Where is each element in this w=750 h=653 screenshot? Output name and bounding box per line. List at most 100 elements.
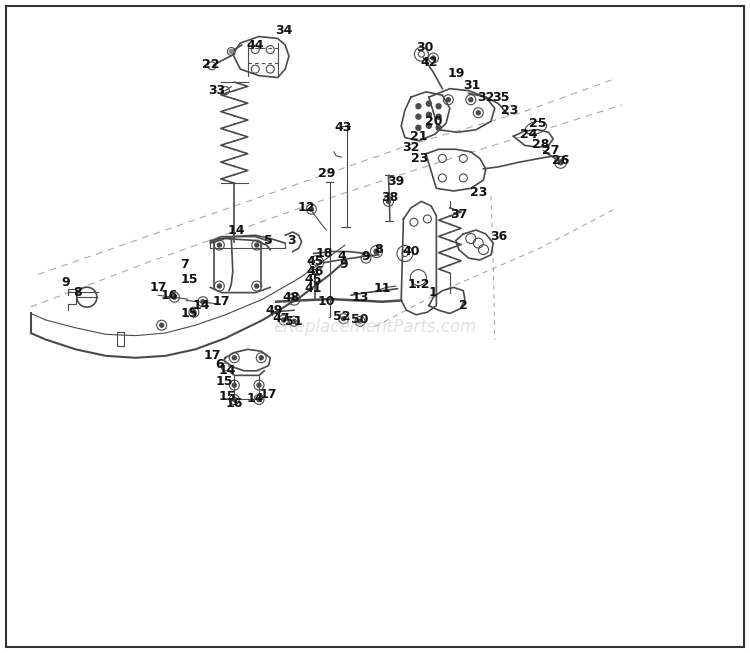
Text: 1:2: 1:2 xyxy=(407,278,430,291)
Circle shape xyxy=(386,199,391,203)
Text: eReplacementParts.com: eReplacementParts.com xyxy=(273,317,477,336)
Text: 5: 5 xyxy=(264,234,273,247)
Text: 23: 23 xyxy=(411,152,428,165)
Text: 18: 18 xyxy=(316,247,333,260)
Text: 21: 21 xyxy=(410,130,428,143)
Circle shape xyxy=(255,284,259,288)
Text: 17: 17 xyxy=(260,389,278,402)
Text: 40: 40 xyxy=(402,245,420,258)
Text: 52: 52 xyxy=(332,310,350,323)
Text: 46: 46 xyxy=(307,264,324,278)
Circle shape xyxy=(416,104,421,109)
Text: 23: 23 xyxy=(470,186,487,199)
Text: 17: 17 xyxy=(149,281,166,294)
Text: 35: 35 xyxy=(492,91,509,104)
Text: 51: 51 xyxy=(286,315,303,328)
Text: 8: 8 xyxy=(374,243,383,256)
Circle shape xyxy=(257,398,261,402)
Text: 9: 9 xyxy=(362,249,370,263)
Circle shape xyxy=(469,98,472,102)
Text: 48: 48 xyxy=(283,291,300,304)
Text: 9: 9 xyxy=(62,276,70,289)
Text: 28: 28 xyxy=(532,138,550,151)
Circle shape xyxy=(201,300,205,304)
Circle shape xyxy=(310,207,314,211)
Text: 4: 4 xyxy=(337,249,346,263)
Text: 14: 14 xyxy=(218,364,236,377)
Circle shape xyxy=(232,356,236,360)
Text: 17: 17 xyxy=(203,349,220,362)
Text: 50: 50 xyxy=(351,313,369,326)
Circle shape xyxy=(217,284,221,288)
Circle shape xyxy=(282,318,286,322)
Circle shape xyxy=(257,383,261,387)
Text: 15: 15 xyxy=(218,390,236,404)
Text: 12: 12 xyxy=(298,201,315,214)
Circle shape xyxy=(230,50,233,54)
Text: 14: 14 xyxy=(228,223,245,236)
Circle shape xyxy=(232,398,236,402)
Text: 27: 27 xyxy=(542,144,560,157)
Circle shape xyxy=(427,101,431,106)
Circle shape xyxy=(192,310,196,314)
Text: 49: 49 xyxy=(266,304,283,317)
Text: 31: 31 xyxy=(464,79,481,92)
Text: 38: 38 xyxy=(381,191,398,204)
Text: 16: 16 xyxy=(160,289,178,302)
Circle shape xyxy=(255,243,259,247)
Circle shape xyxy=(436,104,441,109)
Text: 17: 17 xyxy=(213,295,230,308)
Text: 42: 42 xyxy=(420,56,438,69)
Circle shape xyxy=(446,98,450,102)
Text: 23: 23 xyxy=(501,104,518,117)
Text: 45: 45 xyxy=(307,255,324,268)
Text: 15: 15 xyxy=(181,307,198,320)
Text: 34: 34 xyxy=(275,24,292,37)
Circle shape xyxy=(436,125,441,130)
Text: 1: 1 xyxy=(429,286,438,299)
Circle shape xyxy=(217,243,221,247)
Text: 8: 8 xyxy=(74,286,82,299)
Text: 32: 32 xyxy=(477,91,494,104)
Text: 16: 16 xyxy=(226,397,243,410)
Circle shape xyxy=(232,383,236,387)
Text: 9: 9 xyxy=(339,258,348,271)
Text: 43: 43 xyxy=(335,121,352,135)
Text: 11: 11 xyxy=(374,282,392,295)
Circle shape xyxy=(476,111,480,115)
Text: 14: 14 xyxy=(193,299,210,312)
Circle shape xyxy=(358,319,362,323)
Text: 19: 19 xyxy=(447,67,464,80)
Text: 20: 20 xyxy=(424,115,442,128)
Text: 14: 14 xyxy=(247,392,264,405)
Circle shape xyxy=(416,125,421,130)
Text: 15: 15 xyxy=(181,273,198,286)
Circle shape xyxy=(374,249,379,254)
Text: 15: 15 xyxy=(215,375,232,389)
Text: 45: 45 xyxy=(305,273,322,286)
Text: 39: 39 xyxy=(387,176,404,188)
Text: 47: 47 xyxy=(273,312,290,325)
Text: 30: 30 xyxy=(416,41,434,54)
Text: 2: 2 xyxy=(459,299,468,312)
Circle shape xyxy=(436,114,441,119)
Text: 7: 7 xyxy=(180,258,188,271)
Circle shape xyxy=(427,123,431,128)
Text: 3: 3 xyxy=(286,234,296,247)
Circle shape xyxy=(292,296,297,302)
Circle shape xyxy=(431,56,435,60)
Text: 32: 32 xyxy=(402,141,419,154)
Text: 24: 24 xyxy=(520,128,537,141)
Text: 26: 26 xyxy=(552,154,569,167)
Text: 36: 36 xyxy=(490,230,507,243)
Circle shape xyxy=(427,112,431,118)
Text: 44: 44 xyxy=(247,39,264,52)
Circle shape xyxy=(160,323,164,327)
Text: 37: 37 xyxy=(450,208,467,221)
Text: 41: 41 xyxy=(305,282,322,295)
Circle shape xyxy=(292,319,296,323)
Text: 13: 13 xyxy=(351,291,369,304)
Circle shape xyxy=(260,356,263,360)
Text: 22: 22 xyxy=(202,58,219,71)
Circle shape xyxy=(558,160,563,165)
